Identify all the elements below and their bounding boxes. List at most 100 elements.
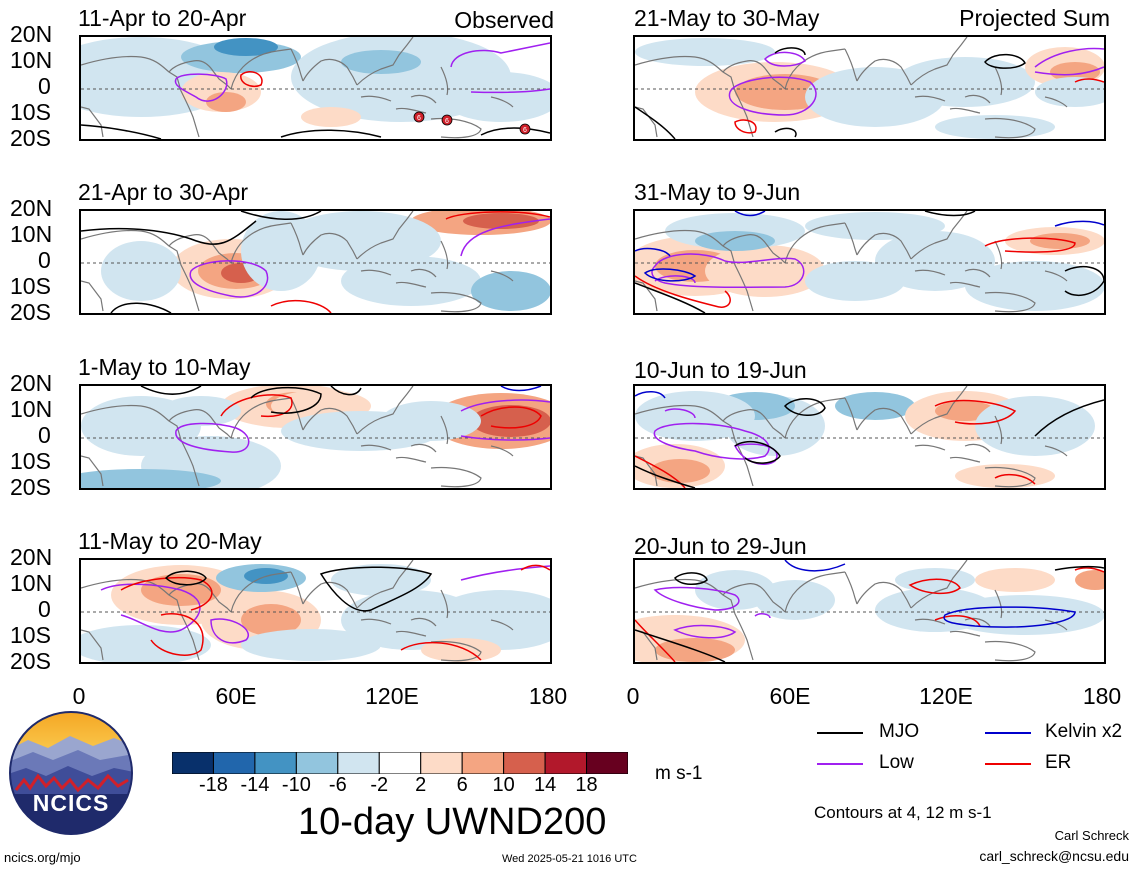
footer-url[interactable]: ncics.org/mjo: [4, 850, 81, 865]
colorbar-tick-label: 6: [456, 774, 468, 796]
wind-anomaly-shade: [161, 396, 241, 426]
coastline-layer: [81, 37, 514, 139]
filter-contour: [754, 613, 771, 619]
colorbar-swatch: [378, 752, 422, 774]
wind-anomaly-shade: [81, 469, 221, 488]
coastline: [964, 268, 991, 278]
filter-contour: [1054, 220, 1104, 227]
filter-contour: [1064, 265, 1104, 297]
figure-title: 10-day UWND200: [298, 801, 607, 843]
coastline: [722, 60, 786, 90]
colorbar-swatch: [420, 752, 463, 774]
wind-anomaly-shade: [1050, 62, 1100, 82]
wind-anomaly-shade: [431, 590, 550, 650]
map-panel-observed-2: [79, 209, 552, 315]
map-panel-observed-3: [79, 384, 552, 490]
filter-contour: [280, 129, 382, 138]
wind-anomaly-shade: [935, 115, 1055, 139]
filter-contour: [984, 237, 1076, 253]
coastline: [81, 455, 104, 487]
shading-layer: [81, 386, 550, 488]
coastline: [81, 578, 200, 661]
filter-contour: [240, 71, 263, 87]
coastline: [1044, 445, 1068, 457]
lon-label: 180: [1082, 683, 1122, 709]
filter-contour: [784, 560, 846, 572]
colorbar-swatch: [254, 752, 297, 774]
logo-text: NCICS: [32, 790, 110, 816]
legend-line-er: [985, 763, 1031, 765]
panel-title: 31-May to 9-Jun: [634, 179, 801, 205]
filter-contour: [470, 88, 550, 94]
coastline: [440, 415, 449, 445]
colorbar-tick-label: -2: [370, 774, 389, 796]
coastline: [856, 581, 912, 609]
lat-label: 0: [38, 247, 51, 273]
coastline: [635, 578, 754, 661]
cyclone-marker-label: 6: [523, 127, 527, 134]
filter-contour: [1034, 66, 1104, 76]
coastline: [395, 281, 427, 288]
filter-contour: [450, 42, 550, 68]
filter-contour: [635, 275, 731, 308]
filter-contour: [1034, 47, 1104, 68]
coastline: [635, 280, 658, 312]
coastline: [949, 281, 981, 288]
coastline: [844, 222, 858, 256]
coastline: [168, 409, 232, 439]
coastline: [81, 280, 104, 312]
coastline: [230, 222, 292, 264]
coastline-layer: [81, 211, 514, 313]
coastline: [910, 37, 968, 86]
coastline: [856, 232, 912, 260]
wind-anomaly-shade: [975, 568, 1055, 592]
coastline: [914, 269, 946, 276]
coastline: [784, 571, 846, 613]
filter-contour: [1054, 565, 1104, 571]
coastline: [910, 211, 968, 260]
coastline: [440, 240, 449, 270]
coastline: [395, 107, 427, 114]
contour-layer: [100, 564, 550, 661]
filter-contour: [635, 282, 706, 313]
coastline: [844, 571, 858, 605]
coastline: [1044, 270, 1068, 282]
wind-anomaly-shade: [635, 38, 775, 66]
coastline: [230, 48, 292, 90]
colorbar-swatch: [544, 752, 588, 774]
colorbar-unit: m s-1: [655, 763, 703, 784]
coastline-layer: [635, 386, 1068, 488]
filter-contour: [460, 565, 550, 581]
coastline: [984, 466, 1036, 488]
lat-label: 0: [38, 422, 51, 448]
wind-anomaly-shade: [101, 241, 181, 301]
coastline: [964, 443, 991, 453]
footer-email[interactable]: carl_schreck@ncsu.edu: [979, 848, 1129, 864]
legend-label-kelvin: Kelvin x2: [1045, 721, 1123, 742]
filter-contour: [520, 564, 550, 571]
coastline: [410, 268, 437, 278]
coastline: [168, 234, 232, 264]
filter-contour: [635, 455, 686, 488]
filter-contour: [783, 398, 826, 416]
coastline: [784, 222, 846, 264]
coastline: [994, 240, 1003, 270]
lat-label: 10N: [10, 396, 53, 422]
wind-anomaly-shade: [805, 261, 905, 301]
coastline: [168, 60, 232, 90]
filter-contour: [220, 394, 293, 418]
lat-label: 10N: [10, 221, 53, 247]
filter-contour: [150, 613, 204, 656]
shading-layer: [101, 211, 550, 311]
filter-contour: [924, 211, 976, 217]
coastline: [784, 48, 846, 90]
coastline: [302, 232, 358, 260]
legend-line-kelvin: [985, 732, 1031, 734]
filter-contour: [984, 53, 1026, 69]
coastline: [722, 409, 786, 439]
lat-label: 10S: [10, 99, 51, 125]
coastline: [635, 404, 754, 487]
filter-contour: [734, 440, 781, 464]
legend-label-low: Low: [879, 752, 914, 773]
filter-contour: [270, 299, 332, 313]
